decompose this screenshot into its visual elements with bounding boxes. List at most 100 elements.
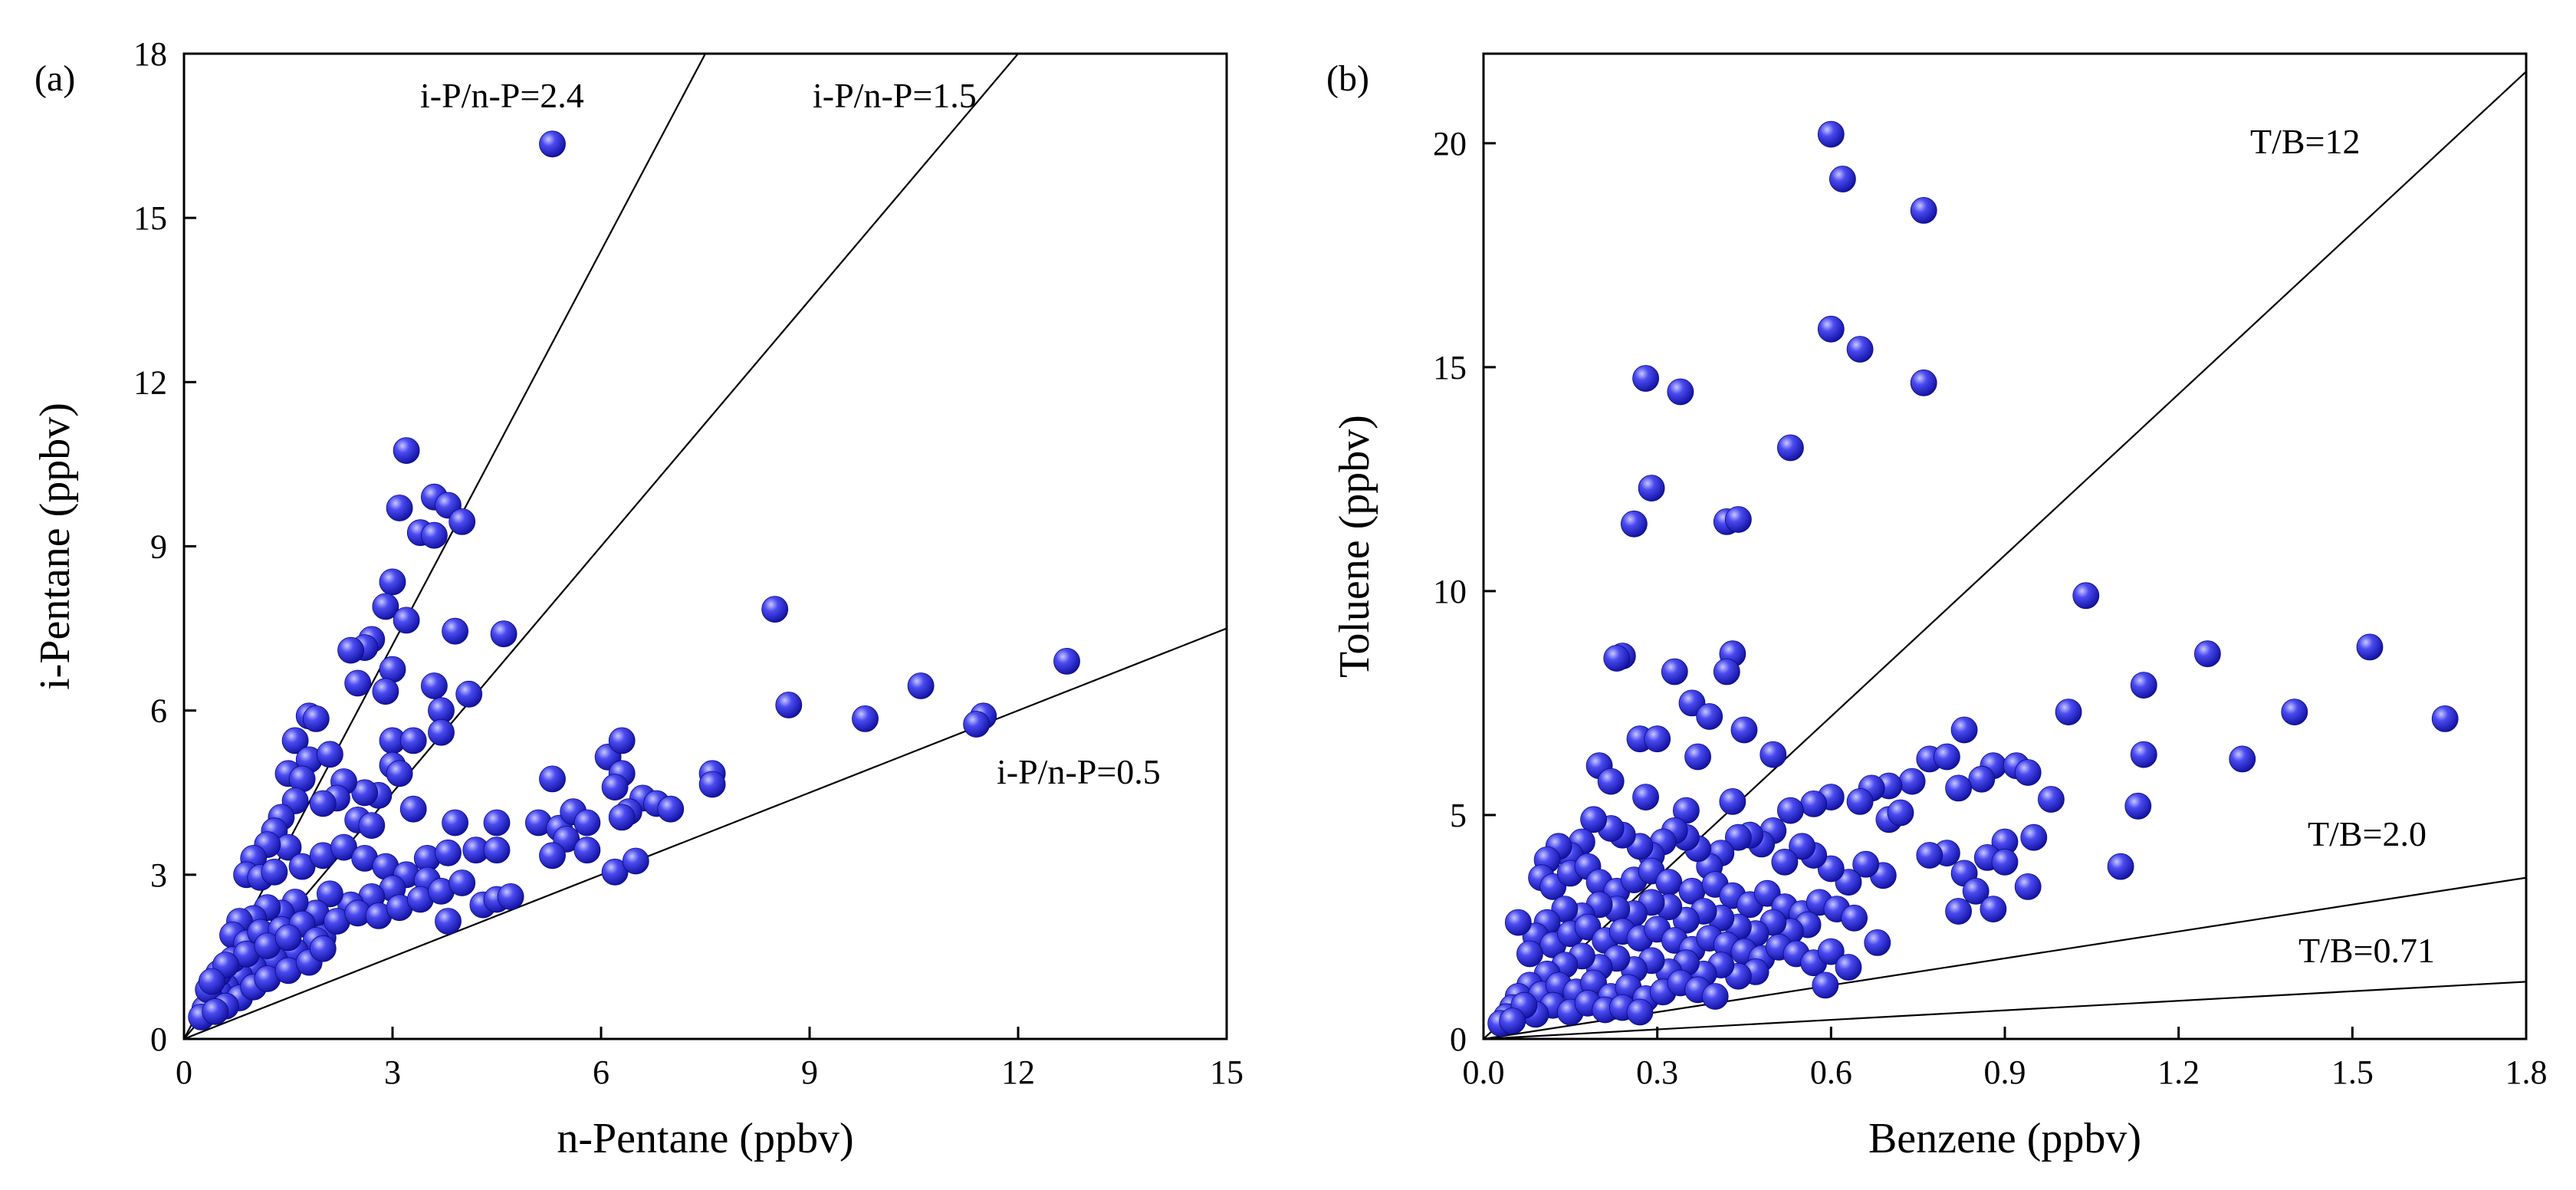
data-point bbox=[539, 842, 566, 869]
data-point bbox=[2356, 633, 2384, 661]
y-tick-label: 15 bbox=[133, 199, 167, 237]
data-point bbox=[2130, 741, 2157, 768]
data-point bbox=[1719, 788, 1746, 815]
data-point bbox=[337, 636, 365, 664]
data-point bbox=[2014, 759, 2042, 786]
data-point bbox=[2037, 786, 2065, 813]
data-point bbox=[2014, 873, 2042, 900]
y-tick-label: 3 bbox=[150, 856, 167, 894]
data-point bbox=[1933, 743, 1960, 771]
ref-line-label: T/B=2.0 bbox=[2308, 814, 2426, 853]
data-point bbox=[1898, 768, 1926, 795]
data-point bbox=[1817, 120, 1845, 148]
data-point bbox=[1846, 336, 1874, 363]
data-point bbox=[1672, 797, 1700, 824]
data-point bbox=[428, 718, 455, 746]
panel-b-chart: 0.0 0.3 0.6 0.9 1.2 1.5 1.8 0 5 10 15 20 Benzene (pp… bbox=[1326, 52, 2548, 1162]
data-point bbox=[358, 812, 386, 839]
data-point bbox=[1701, 983, 1729, 1010]
data-point bbox=[435, 839, 462, 866]
data-point bbox=[1667, 378, 1694, 406]
data-point bbox=[330, 833, 357, 861]
ref-line-a-3 bbox=[184, 627, 1227, 1039]
x-tick-label: 1.2 bbox=[2157, 1054, 2200, 1091]
data-point bbox=[1916, 842, 1944, 869]
y-axis-title: Toluene (ppbv) bbox=[1331, 415, 1378, 678]
data-point bbox=[1638, 475, 1665, 501]
data-point bbox=[1910, 196, 1937, 224]
panel-a-chart: 0 3 6 9 12 15 0 3 6 9 12 15 18 n-Pentane (ppbv) i-Pent… bbox=[31, 35, 1244, 1162]
data-point bbox=[344, 669, 372, 697]
data-point bbox=[1760, 741, 1787, 768]
points-a bbox=[188, 130, 1080, 1031]
data-point bbox=[449, 869, 476, 896]
data-point bbox=[288, 853, 316, 880]
data-point bbox=[435, 908, 462, 935]
data-point bbox=[1789, 833, 1816, 860]
data-point bbox=[1661, 658, 1688, 685]
data-point bbox=[309, 935, 337, 962]
x-axis-title: n-Pentane (ppbv) bbox=[557, 1115, 853, 1162]
data-point bbox=[1945, 898, 1973, 925]
data-point bbox=[2229, 745, 2256, 773]
x-tick-label: 1.5 bbox=[2331, 1054, 2374, 1091]
data-point bbox=[1713, 658, 1740, 685]
data-point bbox=[1632, 365, 1660, 392]
data-point bbox=[1516, 940, 1543, 968]
data-point bbox=[573, 809, 601, 837]
ref-line-label: T/B=12 bbox=[2250, 122, 2361, 161]
data-point bbox=[539, 765, 566, 793]
data-point bbox=[608, 804, 636, 831]
data-point bbox=[1724, 823, 1752, 851]
data-point bbox=[274, 924, 302, 952]
data-point bbox=[309, 790, 337, 817]
data-point bbox=[1829, 166, 1856, 192]
ref-line-label: T/B=0.71 bbox=[2298, 931, 2435, 970]
data-point bbox=[1597, 768, 1625, 795]
data-point bbox=[379, 568, 406, 596]
data-point bbox=[1800, 791, 1828, 817]
data-point bbox=[698, 771, 726, 798]
data-point bbox=[372, 593, 399, 620]
y-tick-label: 9 bbox=[150, 528, 167, 566]
data-point bbox=[761, 596, 789, 623]
x-tick-label: 0.0 bbox=[1463, 1054, 1505, 1091]
data-point bbox=[490, 620, 518, 648]
data-point bbox=[2072, 582, 2100, 610]
data-point bbox=[852, 705, 879, 732]
data-point bbox=[601, 774, 629, 800]
data-point bbox=[1626, 998, 1654, 1026]
y-tick-label: 15 bbox=[1433, 349, 1467, 386]
data-point bbox=[1644, 725, 1671, 753]
data-point bbox=[316, 741, 343, 768]
data-point bbox=[1620, 510, 1648, 537]
data-point bbox=[399, 795, 427, 823]
data-point bbox=[351, 779, 379, 807]
data-point bbox=[907, 672, 935, 699]
ref-line-label: i-P/n-P=0.5 bbox=[997, 752, 1161, 791]
data-point bbox=[1950, 716, 1978, 744]
x-tick-label: 0.6 bbox=[1810, 1054, 1852, 1091]
x-axis-title: Benzene (ppbv) bbox=[1868, 1115, 2141, 1162]
data-point bbox=[393, 437, 420, 464]
data-point bbox=[2020, 823, 2048, 851]
y-tick-label: 20 bbox=[1433, 125, 1467, 163]
x-tick-label: 9 bbox=[801, 1054, 818, 1091]
data-point bbox=[1053, 648, 1080, 675]
data-point bbox=[1684, 743, 1712, 771]
panel-label: (a) bbox=[34, 58, 75, 99]
data-point bbox=[261, 858, 288, 886]
data-point bbox=[2431, 705, 2459, 732]
data-point bbox=[1817, 938, 1845, 965]
data-point bbox=[1846, 788, 1874, 815]
data-point bbox=[1655, 869, 1683, 896]
data-point bbox=[1776, 434, 1804, 462]
data-point bbox=[1504, 909, 1532, 936]
data-point bbox=[1991, 848, 2019, 876]
data-point bbox=[657, 795, 685, 823]
data-point bbox=[372, 678, 399, 705]
data-point bbox=[1835, 954, 1862, 981]
ref-line-label: i-P/n-P=1.5 bbox=[813, 76, 977, 115]
data-point bbox=[573, 837, 601, 864]
